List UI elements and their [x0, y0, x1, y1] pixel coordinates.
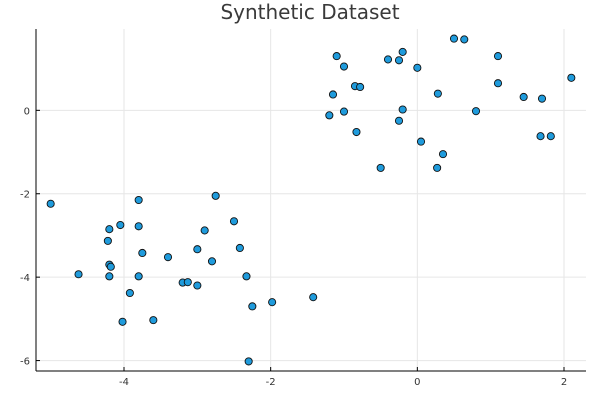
y-tick-label: -4: [20, 273, 30, 284]
scatter-point: [394, 116, 404, 125]
y-tick-label: -6: [20, 357, 30, 368]
scatter-point: [493, 52, 503, 61]
scatter-point: [567, 73, 576, 82]
scatter-point: [433, 89, 442, 98]
scatter-point: [105, 225, 114, 234]
scatter-point: [103, 236, 112, 245]
scatter-point: [332, 52, 341, 61]
scatter-point: [471, 107, 481, 116]
scatter-point: [433, 163, 442, 172]
x-tick-label: 0: [414, 377, 420, 388]
scatter-point: [352, 127, 361, 137]
scatter-point: [138, 248, 147, 258]
scatter-point: [125, 288, 134, 298]
scatter-point: [134, 222, 143, 231]
x-tick-label: -4: [119, 377, 129, 388]
scatter-point: [268, 298, 277, 307]
scatter-point: [328, 90, 338, 99]
x-tick-label: -2: [266, 377, 276, 388]
scatter-point: [309, 293, 318, 302]
scatter-point: [229, 217, 239, 226]
scatter-point: [398, 105, 407, 114]
scatter-point: [356, 82, 365, 92]
plot-axes: [35, 29, 586, 372]
scatter-point: [74, 270, 83, 279]
scatter-point: [536, 132, 545, 141]
scatter-point: [519, 92, 528, 102]
scatter-point: [193, 245, 202, 254]
scatter-point: [200, 226, 209, 235]
scatter-point: [383, 55, 393, 64]
scatter-point: [46, 199, 55, 208]
scatter-point: [244, 357, 253, 366]
scatter-point: [248, 302, 257, 311]
scatter-point: [339, 107, 349, 116]
scatter-point: [460, 35, 469, 44]
scatter-point: [105, 272, 114, 281]
scatter-point: [438, 150, 448, 159]
scatter-point: [242, 272, 251, 281]
scatter-point: [163, 253, 173, 262]
scatter-point: [398, 47, 407, 56]
scatter-point: [325, 111, 334, 120]
scatter-point: [193, 281, 202, 290]
x-tick-label: 2: [561, 377, 567, 388]
scatter-point: [449, 34, 459, 43]
scatter-point: [183, 278, 192, 287]
chart-title: Synthetic Dataset: [220, 0, 399, 24]
scatter-point: [376, 163, 385, 172]
y-tick-label: -2: [20, 190, 30, 201]
data-points: [46, 34, 576, 366]
y-tick-label: 0: [24, 106, 30, 117]
scatter-point: [134, 272, 143, 281]
scatter-point: [207, 257, 217, 266]
scatter-point: [235, 243, 244, 253]
scatter-point: [118, 317, 127, 326]
scatter-point: [546, 132, 555, 141]
scatter-point: [211, 191, 220, 200]
scatter-point: [106, 262, 115, 271]
scatter-point: [339, 62, 349, 71]
scatter-point: [537, 94, 547, 103]
scatter-point: [116, 220, 125, 230]
scatter-point: [394, 56, 404, 65]
scatter-point: [149, 316, 158, 325]
tick-labels: -4 -2 0 2 -6 -4 -2 0: [20, 106, 567, 388]
grid-lines: [36, 29, 586, 371]
scatter-point: [134, 195, 143, 205]
scatter-point: [493, 79, 503, 88]
scatter-point: [416, 137, 426, 146]
scatter-point: [413, 63, 422, 72]
